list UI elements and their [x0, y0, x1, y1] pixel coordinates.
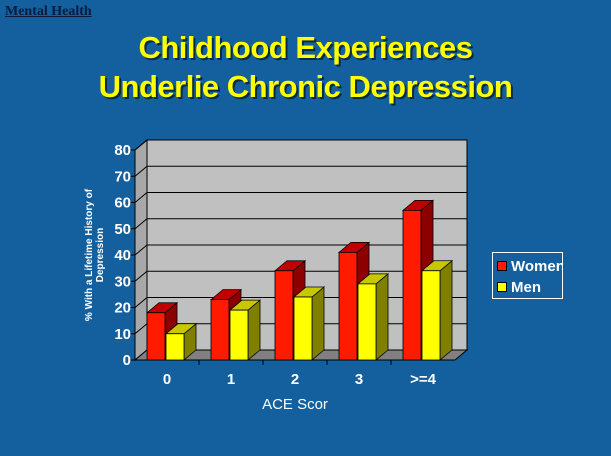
bar-men: [165, 333, 185, 361]
bar-women: [146, 312, 166, 361]
bar-men: [229, 309, 249, 361]
gridline: [134, 192, 467, 203]
section-header: Mental Health: [5, 4, 92, 19]
y-tick-label: 20: [114, 300, 131, 317]
y-tick-label: 60: [114, 195, 131, 212]
x-tick-label: 1: [227, 371, 235, 388]
legend-swatch-men: [497, 282, 507, 292]
y-axis-label: % With a Lifetime History of: [84, 188, 95, 321]
legend-label-men: Men: [511, 278, 541, 296]
bar-side-men: [311, 286, 325, 361]
bar-women: [338, 251, 358, 361]
legend-item-men: Men: [497, 277, 541, 297]
title-line-1: Childhood Experiences: [138, 30, 473, 65]
x-axis-label: ACE Scor: [262, 396, 328, 413]
bar-men: [357, 283, 377, 361]
y-tick-label: 40: [114, 247, 131, 264]
y-tick-label: 0: [123, 352, 131, 369]
gridline: [134, 218, 467, 230]
bar-women: [402, 209, 422, 361]
x-tick-label: 2: [291, 371, 299, 388]
gridline: [134, 165, 467, 177]
y-tick-label: 30: [114, 273, 131, 290]
x-tick-label: 0: [163, 371, 171, 388]
title-line-2: Underlie Chronic Depression: [98, 69, 513, 104]
legend-label-women: Women: [511, 257, 563, 275]
bar-women: [210, 299, 230, 361]
y-tick-label: 70: [114, 168, 131, 185]
legend: Women Men: [492, 252, 563, 299]
x-tick-label: >=4: [410, 371, 437, 388]
x-tick-label: 3: [355, 371, 363, 388]
y-tick-label: 80: [114, 142, 131, 159]
y-tick-label: 50: [114, 221, 131, 238]
bar-side-men: [439, 259, 453, 361]
legend-item-women: Women: [497, 256, 563, 276]
bar-side-men: [375, 273, 389, 361]
y-tick-label: 10: [114, 326, 131, 343]
legend-swatch-women: [497, 261, 507, 271]
y-axis-label: Depression: [95, 228, 106, 282]
bar-men: [421, 270, 441, 361]
gridline: [134, 139, 467, 151]
bar-men: [293, 296, 313, 361]
bar-women: [274, 270, 294, 361]
